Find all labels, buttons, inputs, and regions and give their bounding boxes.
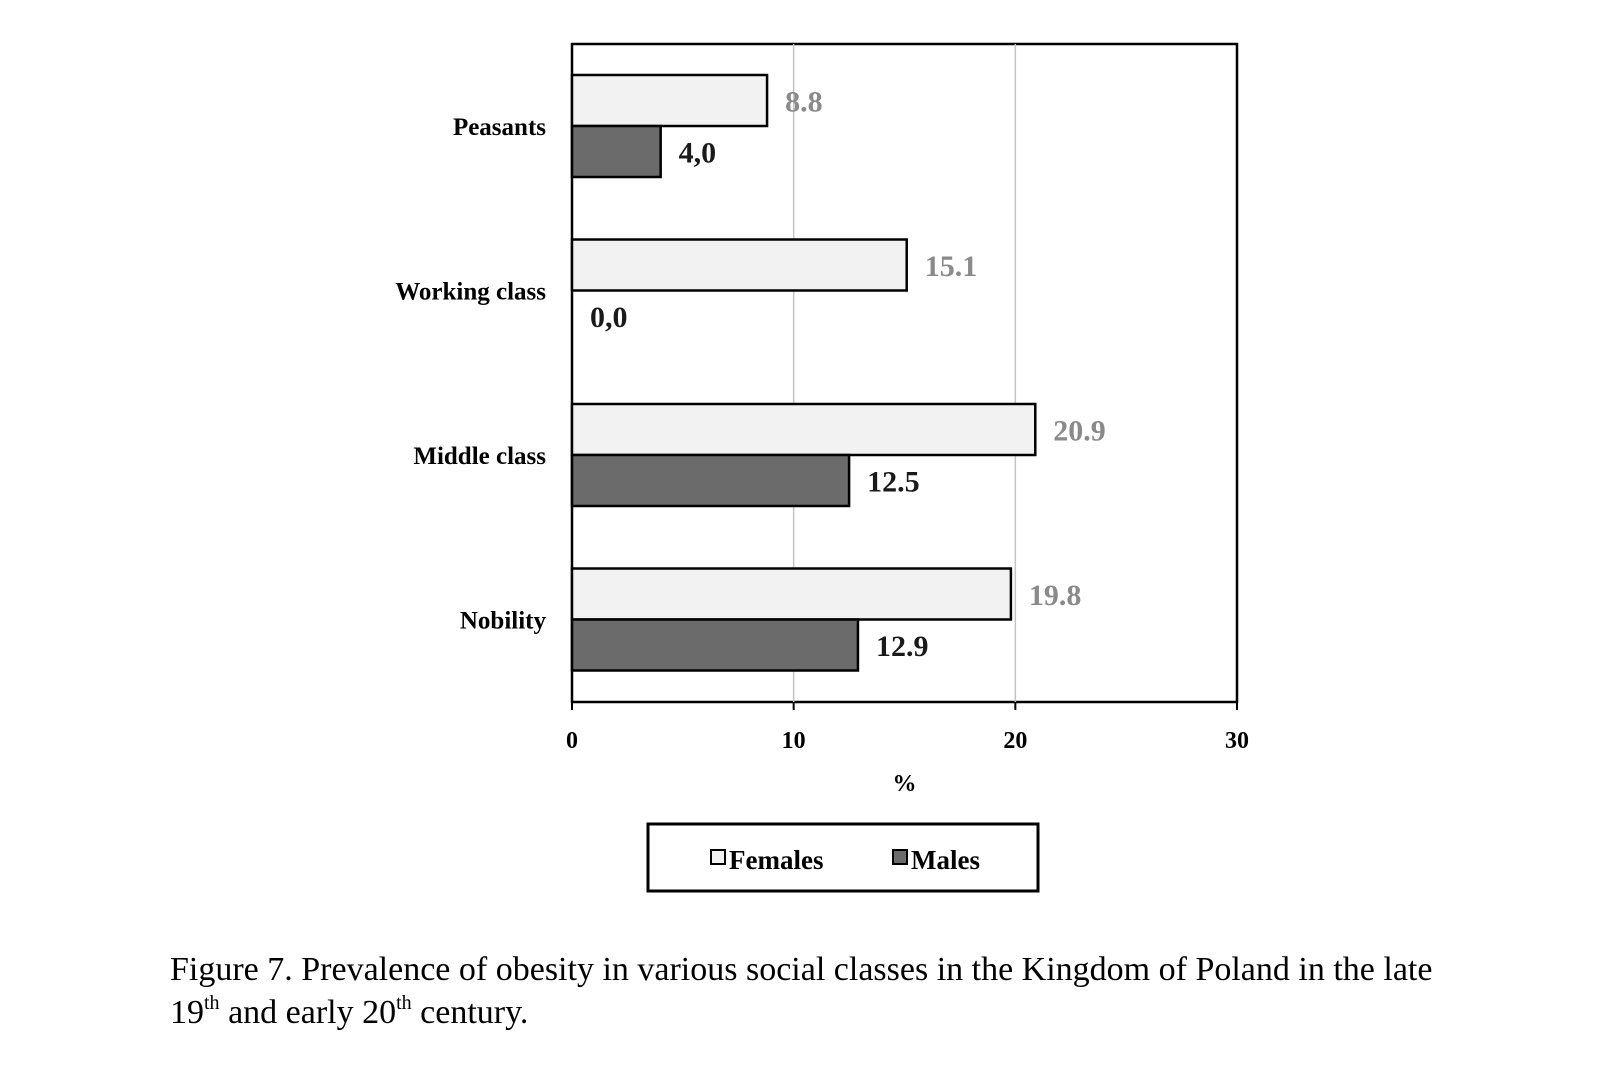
data-label-males-3: 12.9 [876, 630, 929, 663]
labels: 0 10 20 30 Peasants 8.8 4,0 Working class 15.1 0,… [395, 86, 1249, 755]
category-label-0: Peasants [453, 114, 546, 141]
caption-sup-1: th [204, 992, 220, 1014]
bar-females-2 [570, 402, 1037, 457]
caption-text-1: Figure 7. Prevalence of obesity in vario… [170, 951, 1433, 1031]
category-label-3: Nobility [460, 608, 547, 635]
legend: Females Males [646, 822, 1040, 893]
legend-swatch-females [710, 849, 726, 865]
caption-sup-2: th [396, 992, 412, 1014]
bar-males-0 [570, 124, 662, 179]
caption-text-2: and early 20 [219, 994, 397, 1031]
caption-text-3: century. [411, 994, 529, 1031]
data-label-females-1: 15.1 [925, 250, 978, 283]
data-label-males-2: 12.5 [867, 466, 920, 499]
x-axis-title: % [893, 771, 917, 797]
bar-females-0 [570, 73, 769, 128]
x-tick-label-20: 20 [1003, 728, 1027, 754]
bar-chart: 0 10 20 30 Peasants 8.8 4,0 Working class 15.1 0,… [395, 42, 1249, 893]
figure-caption: Figure 7. Prevalence of obesity in vario… [170, 948, 1470, 1034]
data-label-males-0: 4,0 [679, 137, 717, 170]
bars [570, 73, 1037, 672]
bar-females-1 [570, 238, 908, 292]
legend-label-females: Females [729, 845, 823, 875]
bar-males-3 [570, 618, 860, 672]
data-label-females-0: 8.8 [785, 86, 823, 119]
legend-label-males: Males [911, 845, 980, 875]
x-tick-label-10: 10 [782, 728, 806, 754]
data-label-males-1: 0,0 [590, 301, 628, 334]
bar-females-3 [570, 567, 1013, 621]
category-label-2: Middle class [413, 443, 546, 470]
x-tick-label-30: 30 [1225, 728, 1249, 754]
x-tick-label-0: 0 [566, 728, 578, 754]
legend-swatch-males [892, 849, 908, 865]
data-label-females-3: 19.8 [1029, 579, 1082, 612]
bar-males-2 [570, 453, 851, 508]
data-label-females-2: 20.9 [1053, 415, 1106, 448]
category-label-1: Working class [395, 279, 546, 306]
